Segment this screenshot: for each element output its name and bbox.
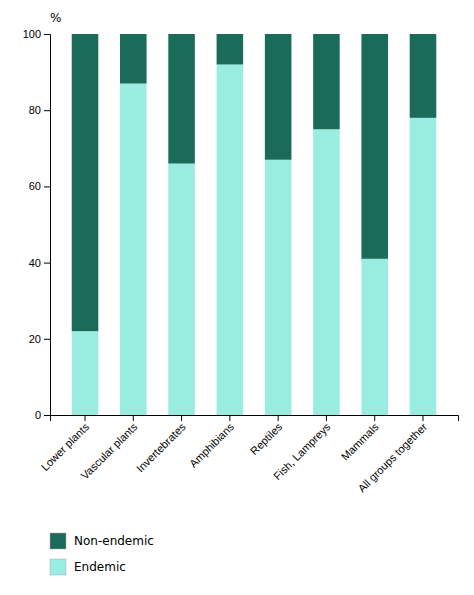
- y-axis-line: [44, 35, 51, 416]
- x-tick: Lower plants: [39, 415, 92, 473]
- y-tick: 80: [29, 104, 50, 116]
- legend-label: Non-endemic: [74, 534, 154, 548]
- y-tick-label: 80: [29, 104, 41, 116]
- bar-segment: [168, 34, 195, 164]
- y-tick: 60: [29, 180, 50, 192]
- plot: 0 20 40 60 80 100 Lower plantsVascular plantsI…: [23, 11, 459, 494]
- y-tick: 100: [23, 28, 50, 40]
- bar-segment: [410, 118, 437, 415]
- y-tick-mark: [44, 186, 50, 187]
- x-tick: Vascular plants: [78, 415, 139, 482]
- bar-segment: [217, 64, 244, 415]
- x-tick-label: Fish, Lampreys: [271, 420, 333, 482]
- y-axis-label: %: [50, 11, 61, 25]
- y-tick-mark: [44, 415, 50, 416]
- y-tick: 20: [29, 333, 50, 345]
- x-tick: Invertebrates: [134, 415, 188, 474]
- bar-segment: [72, 34, 99, 331]
- y-tick-mark: [44, 339, 50, 340]
- bars: [72, 34, 437, 415]
- x-tick: All groups together: [355, 415, 429, 494]
- x-axis: Lower plantsVascular plantsInvertebrates…: [39, 415, 459, 494]
- x-tick-label: Amphibians: [187, 420, 236, 469]
- x-axis-line: [51, 416, 459, 422]
- x-tick-mark: [374, 415, 375, 421]
- bar-segment: [217, 34, 244, 64]
- bar-segment: [410, 34, 437, 118]
- legend-swatch: [50, 559, 66, 575]
- x-tick-label: Mammals: [339, 420, 382, 463]
- bar-segment: [120, 34, 147, 84]
- x-tick: Amphibians: [187, 415, 236, 470]
- x-tick-mark: [85, 415, 86, 421]
- y-tick: 40: [29, 257, 50, 269]
- x-tick-label: All groups together: [355, 420, 429, 494]
- y-tick-mark: [44, 263, 50, 264]
- y-tick-label: 20: [29, 333, 41, 345]
- y-tick-label: 100: [23, 28, 41, 40]
- x-tick-label: Reptiles: [248, 420, 285, 457]
- x-tick: Reptiles: [248, 415, 285, 457]
- y-tick-label: 60: [29, 180, 41, 192]
- y-tick-mark: [44, 110, 50, 111]
- y-tick-mark: [44, 34, 50, 35]
- y-tick-label: 0: [35, 409, 41, 421]
- x-tick-mark: [278, 415, 279, 421]
- bar-segment: [120, 84, 147, 415]
- x-tick-label: Lower plants: [39, 420, 92, 473]
- bar-segment: [361, 34, 388, 259]
- bar-segment: [265, 34, 292, 160]
- x-tick: Fish, Lampreys: [271, 415, 333, 482]
- y-axis: 0 20 40 60 80 100: [23, 28, 51, 421]
- series-1: [72, 34, 437, 331]
- bar-segment: [72, 331, 99, 415]
- legend: Non-endemic Endemic: [50, 533, 154, 575]
- bar-segment: [313, 129, 340, 415]
- bar-segment: [313, 34, 340, 129]
- legend-label: Endemic: [74, 560, 126, 574]
- y-tick-label: 40: [29, 257, 41, 269]
- legend-item: Non-endemic: [50, 533, 154, 549]
- bar-segment: [265, 160, 292, 415]
- x-tick-label: Invertebrates: [134, 420, 188, 474]
- bar-segment: [168, 164, 195, 415]
- chart: 0 20 40 60 80 100 Lower plantsVascular plantsI…: [0, 0, 474, 595]
- x-tick-mark: [181, 415, 182, 421]
- x-tick-label: Vascular plants: [78, 420, 139, 481]
- x-tick-mark: [229, 415, 230, 421]
- x-tick-mark: [133, 415, 134, 421]
- legend-swatch: [50, 533, 66, 549]
- x-tick-mark: [422, 415, 423, 421]
- bar-segment: [361, 259, 388, 415]
- legend-item: Endemic: [50, 559, 126, 575]
- x-tick-mark: [326, 415, 327, 421]
- x-tick: Mammals: [339, 415, 382, 463]
- y-tick: 0: [35, 409, 50, 421]
